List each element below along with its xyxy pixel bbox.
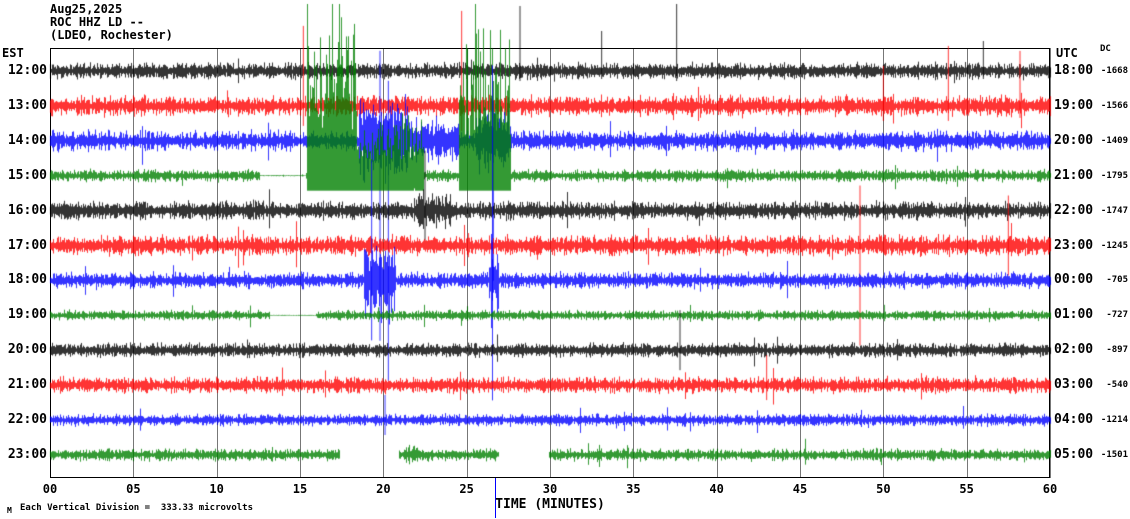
x-tick-label: 60 bbox=[1042, 482, 1058, 496]
x-tick-label: 40 bbox=[709, 482, 724, 496]
x-tick-label: 35 bbox=[626, 482, 641, 496]
x-tick-label: 25 bbox=[459, 482, 474, 496]
time-cursor-line bbox=[495, 478, 496, 518]
x-tick-label: 05 bbox=[126, 482, 141, 496]
x-tick-label: 00 bbox=[42, 482, 58, 496]
x-tick-label: 30 bbox=[542, 482, 558, 496]
x-tick-label: 45 bbox=[792, 482, 808, 496]
x-tick-label: 10 bbox=[209, 482, 224, 496]
scale-note: Each Vertical Division = 333.33 microvol… bbox=[20, 503, 253, 513]
x-tick-label: 20 bbox=[376, 482, 391, 496]
x-axis-title: TIME (MINUTES) bbox=[495, 497, 605, 512]
x-tick-label: 15 bbox=[292, 482, 308, 496]
x-tick-label: 50 bbox=[876, 482, 891, 496]
x-tick-label: 55 bbox=[959, 482, 974, 496]
scale-marker: M bbox=[7, 506, 12, 515]
